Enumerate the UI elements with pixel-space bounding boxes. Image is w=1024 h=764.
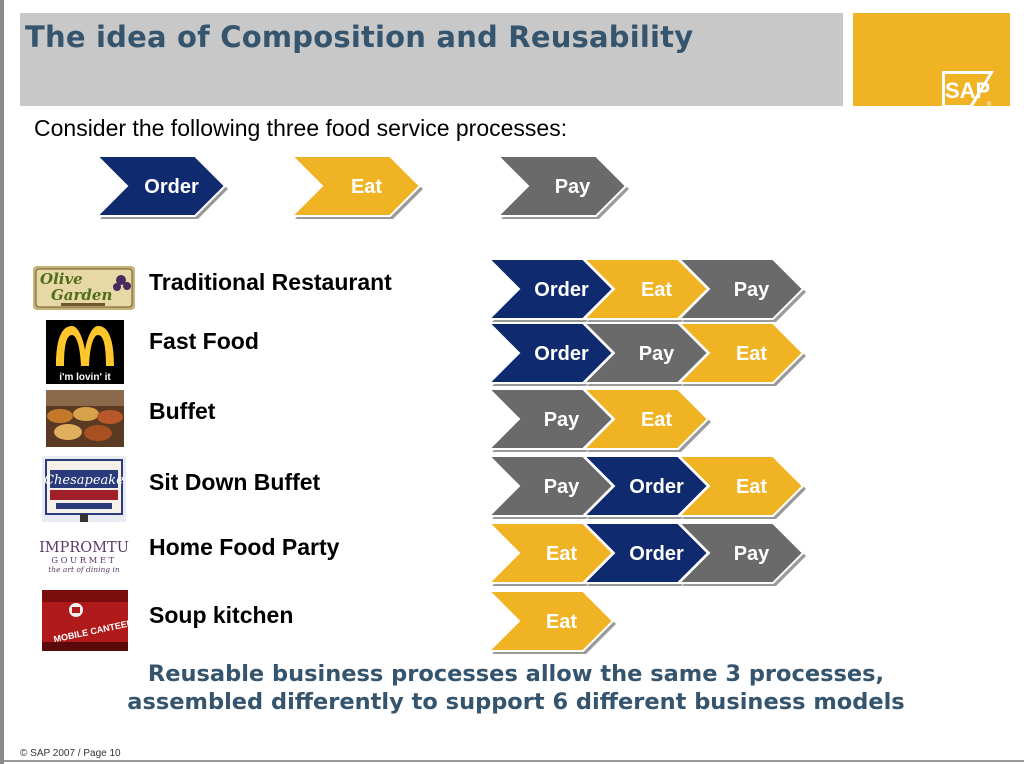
row-4-step-2-order-chevron: Order xyxy=(581,455,711,519)
row-4-step-3-eat-chevron: Eat xyxy=(676,455,806,519)
row-1-step-1-order-chevron-label: Order xyxy=(534,279,589,301)
row-6-step-1-eat-chevron: Eat xyxy=(486,590,616,654)
row-2-step-3-eat-chevron-label: Eat xyxy=(736,343,767,365)
svg-text:IMPROMTU: IMPROMTU xyxy=(39,540,129,556)
row-2-step-3-eat-chevron-shape xyxy=(676,322,805,384)
svg-text:Garden: Garden xyxy=(51,286,112,304)
row-2-step-1-order-chevron-label: Order xyxy=(534,343,589,365)
row-5-step-3-pay-chevron-label: Pay xyxy=(734,543,770,565)
row-6-step-1-eat-chevron-label: Eat xyxy=(546,611,577,633)
process-eat-chevron-shape xyxy=(289,155,422,217)
row-4-step-3-eat-chevron-label: Eat xyxy=(736,476,767,498)
tagline-line-2: assembled differently to support 6 diffe… xyxy=(127,689,905,715)
row-3-step-2-eat-chevron: Eat xyxy=(581,388,711,452)
left-edge-rule xyxy=(0,0,4,764)
process-eat-chevron: Eat xyxy=(289,155,423,219)
process-pay-chevron-label: Pay xyxy=(555,176,591,198)
model-label-fast-food: Fast Food xyxy=(149,328,259,354)
svg-text:Chesapeake: Chesapeake xyxy=(44,473,124,488)
model-label-buffet: Buffet xyxy=(149,398,216,424)
row-1-step-1-order-chevron: Order xyxy=(486,258,616,322)
row-5-step-3-pay-chevron: Pay xyxy=(676,522,806,586)
process-order-chevron-shape xyxy=(94,155,227,217)
process-order-chevron: Order xyxy=(94,155,228,219)
model-label-soup-kitchen: Soup kitchen xyxy=(149,602,294,628)
title-bar xyxy=(20,13,843,106)
row-4-step-3-eat-chevron-shape xyxy=(676,455,805,517)
row-1-step-2-eat-chevron-label: Eat xyxy=(641,279,672,301)
process-eat-chevron-label: Eat xyxy=(351,176,382,198)
bottom-rule xyxy=(4,760,1024,762)
model-label-traditional-restaurant: Traditional Restaurant xyxy=(149,269,392,295)
footer-copyright: © SAP 2007 / Page 10 xyxy=(20,748,121,759)
row-5-step-1-eat-chevron-label: Eat xyxy=(546,543,577,565)
row-6-step-1-eat-chevron-shape xyxy=(486,590,615,652)
svg-text:GOURMET: GOURMET xyxy=(51,556,116,566)
row-4-step-2-order-chevron-label: Order xyxy=(629,476,684,498)
row-3-step-1-pay-chevron: Pay xyxy=(486,388,616,452)
row-3-step-2-eat-chevron-shape xyxy=(581,388,710,450)
row-3-step-2-eat-chevron-label: Eat xyxy=(641,409,672,431)
process-pay-chevron-shape xyxy=(495,155,628,217)
tagline-line-1: Reusable business processes allow the sa… xyxy=(147,661,885,687)
svg-text:SAP: SAP xyxy=(945,78,990,103)
svg-text:Olive: Olive xyxy=(40,270,83,288)
svg-text:i'm lovin' it: i'm lovin' it xyxy=(59,372,111,383)
row-2-step-2-pay-chevron-label: Pay xyxy=(639,343,675,365)
row-1-step-3-pay-chevron: Pay xyxy=(676,258,806,322)
row-5-step-3-pay-chevron-shape xyxy=(676,522,805,584)
buffet-photo xyxy=(46,390,124,447)
row-5-step-2-order-chevron: Order xyxy=(581,522,711,586)
model-label-home-food-party: Home Food Party xyxy=(149,534,340,560)
row-4-step-1-pay-chevron: Pay xyxy=(486,455,616,519)
row-5-step-1-eat-chevron: Eat xyxy=(486,522,616,586)
brand-box xyxy=(853,13,1010,106)
row-1-step-3-pay-chevron-label: Pay xyxy=(734,279,770,301)
model-label-sit-down-buffet: Sit Down Buffet xyxy=(149,469,321,495)
svg-text:®: ® xyxy=(987,101,992,108)
row-2-step-1-order-chevron: Order xyxy=(486,322,616,386)
impromtu-gourmet-logo: IMPROMTU GOURMET the art of dining in xyxy=(39,540,129,574)
sap-logo: SAP ® xyxy=(942,71,994,108)
row-5-step-2-order-chevron-label: Order xyxy=(629,543,684,565)
row-1-step-3-pay-chevron-shape xyxy=(676,258,805,320)
mcdonalds-logo: i'm lovin' it xyxy=(46,320,124,384)
row-3-step-1-pay-chevron-label: Pay xyxy=(544,409,580,431)
svg-text:the art of dining in: the art of dining in xyxy=(48,565,120,574)
mobile-canteen-photo: MOBILE CANTEEN xyxy=(42,590,128,651)
olive-garden-logo: Olive Garden xyxy=(33,266,135,310)
row-2-step-2-pay-chevron: Pay xyxy=(581,322,711,386)
process-order-chevron-label: Order xyxy=(144,176,199,198)
chesapeake-seafood-house-logo: Chesapeake xyxy=(42,456,126,522)
process-pay-chevron: Pay xyxy=(495,155,629,219)
slide-title: The idea of Composition and Reusability xyxy=(25,20,694,54)
row-4-step-1-pay-chevron-label: Pay xyxy=(544,476,580,498)
row-2-step-3-eat-chevron: Eat xyxy=(676,322,806,386)
intro-text: Consider the following three food servic… xyxy=(34,115,568,141)
